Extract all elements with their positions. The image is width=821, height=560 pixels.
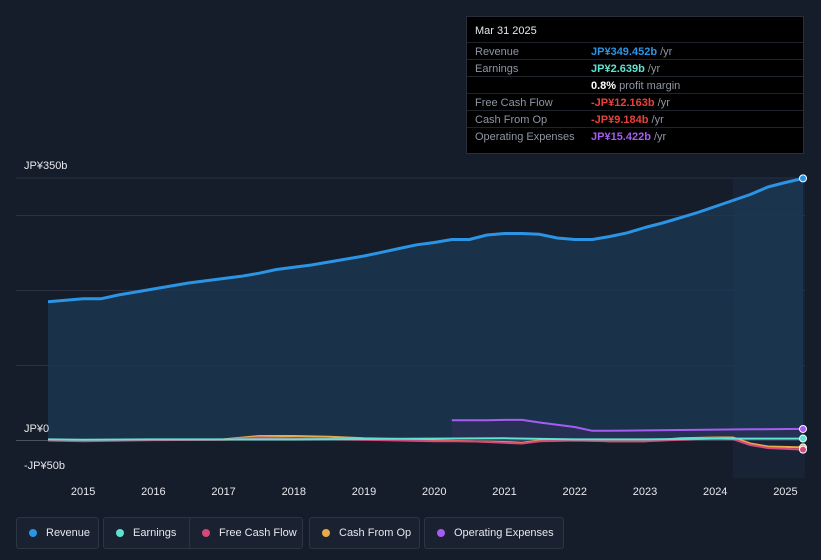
legend-free-cash-flow[interactable]: Free Cash Flow — [189, 517, 303, 549]
tooltip-value-unit: profit margin — [619, 80, 681, 92]
tooltip-row: Operating Expenses JP¥15.422b /yr — [467, 127, 803, 145]
x-tick-label: 2022 — [563, 486, 587, 498]
tooltip-row: 0.8% profit margin — [467, 76, 803, 94]
tooltip-row-value: -JP¥12.163b /yr — [591, 97, 670, 109]
legend-earnings[interactable]: Earnings — [103, 517, 199, 549]
x-tick-label: 2019 — [352, 486, 376, 498]
tooltip-value-unit: /yr — [654, 131, 667, 143]
tooltip-value-text: JP¥2.639b — [591, 63, 645, 75]
tooltip-value-unit: /yr — [660, 46, 673, 58]
tooltip-value-text: JP¥15.422b — [591, 131, 651, 143]
tooltip-row: Earnings JP¥2.639b /yr — [467, 59, 803, 77]
x-tick-label: 2017 — [211, 486, 235, 498]
tooltip-value-unit: /yr — [647, 63, 661, 75]
tooltip-row-value: JP¥15.422b /yr — [591, 131, 666, 143]
series-end-point — [799, 445, 807, 454]
x-tick-label: 2018 — [282, 486, 306, 498]
y-tick-bottom: -JP¥50b — [24, 460, 65, 472]
tooltip-value-unit: /yr — [657, 97, 670, 109]
operating-expenses-dot-icon — [437, 529, 445, 537]
legend-label: Earnings — [133, 527, 177, 539]
x-axis-ticks: 2015 2016 2017 2018 2019 2020 2021 2022 2023 2024… — [71, 486, 798, 498]
tooltip-panel: Mar 31 2025 Revenue JP¥349.452b /yr Earnin… — [466, 16, 804, 154]
tooltip-row-value: -JP¥9.184b /yr — [591, 114, 664, 126]
tooltip-row-value: JP¥2.639b /yr — [591, 63, 660, 75]
x-tick-label: 2024 — [703, 486, 727, 498]
tooltip-row-label: Revenue — [475, 46, 520, 58]
tooltip-row-label: Free Cash Flow — [475, 97, 553, 109]
x-tick-label: 2023 — [633, 486, 657, 498]
tooltip-row-label: Earnings — [475, 63, 519, 75]
series-end-point — [799, 434, 807, 443]
tooltip-row: Free Cash Flow -JP¥12.163b /yr — [467, 93, 803, 111]
revenue-fill — [48, 178, 803, 441]
legend-label: Operating Expenses — [454, 527, 554, 539]
x-tick-label: 2020 — [422, 486, 446, 498]
series-line-revenue — [47, 176, 804, 304]
tooltip-value-text: -JP¥12.163b — [591, 97, 655, 109]
revenue-area — [48, 178, 803, 441]
legend-revenue[interactable]: Revenue — [16, 517, 99, 549]
tooltip-row: Cash From Op -JP¥9.184b /yr — [467, 110, 803, 128]
y-tick-zero: JP¥0 — [24, 423, 50, 435]
series-line-operating-expenses — [451, 418, 804, 432]
legend-operating-expenses[interactable]: Operating Expenses — [424, 517, 564, 549]
tooltip-row-value: JP¥349.452b /yr — [591, 46, 672, 58]
legend-label: Free Cash Flow — [219, 527, 297, 539]
legend-label: Revenue — [46, 527, 91, 539]
tooltip-value-text: -JP¥9.184b — [591, 114, 649, 126]
tooltip-value-text: 0.8% — [591, 80, 617, 92]
x-tick-label: 2021 — [492, 486, 516, 498]
series-lines — [47, 174, 807, 454]
tooltip-row: Revenue JP¥349.452b /yr — [467, 42, 803, 60]
series-line-earnings — [47, 437, 803, 441]
tooltip-row-value: 0.8% profit margin — [591, 80, 680, 92]
cash-from-op-dot-icon — [322, 529, 330, 537]
tooltip-date: Mar 31 2025 — [475, 25, 537, 37]
series-end-point — [799, 424, 807, 433]
earnings-dot-icon — [116, 529, 124, 537]
revenue-dot-icon — [29, 529, 37, 537]
free-cash-flow-dot-icon — [202, 529, 210, 537]
legend-cash-from-op[interactable]: Cash From Op — [309, 517, 420, 549]
operating-expenses-fill — [451, 419, 803, 441]
legend-label: Cash From Op — [339, 527, 412, 539]
tooltip-value-text: JP¥349.452b — [591, 46, 658, 58]
y-tick-top: JP¥350b — [24, 160, 68, 172]
x-tick-label: 2025 — [773, 486, 797, 498]
tooltip-value-unit: /yr — [651, 114, 664, 126]
tooltip-row-label: Cash From Op — [475, 114, 548, 126]
x-tick-label: 2016 — [141, 486, 165, 498]
series-end-point — [799, 174, 807, 183]
tooltip-row-label: Operating Expenses — [475, 131, 575, 143]
x-tick-label: 2015 — [71, 486, 95, 498]
